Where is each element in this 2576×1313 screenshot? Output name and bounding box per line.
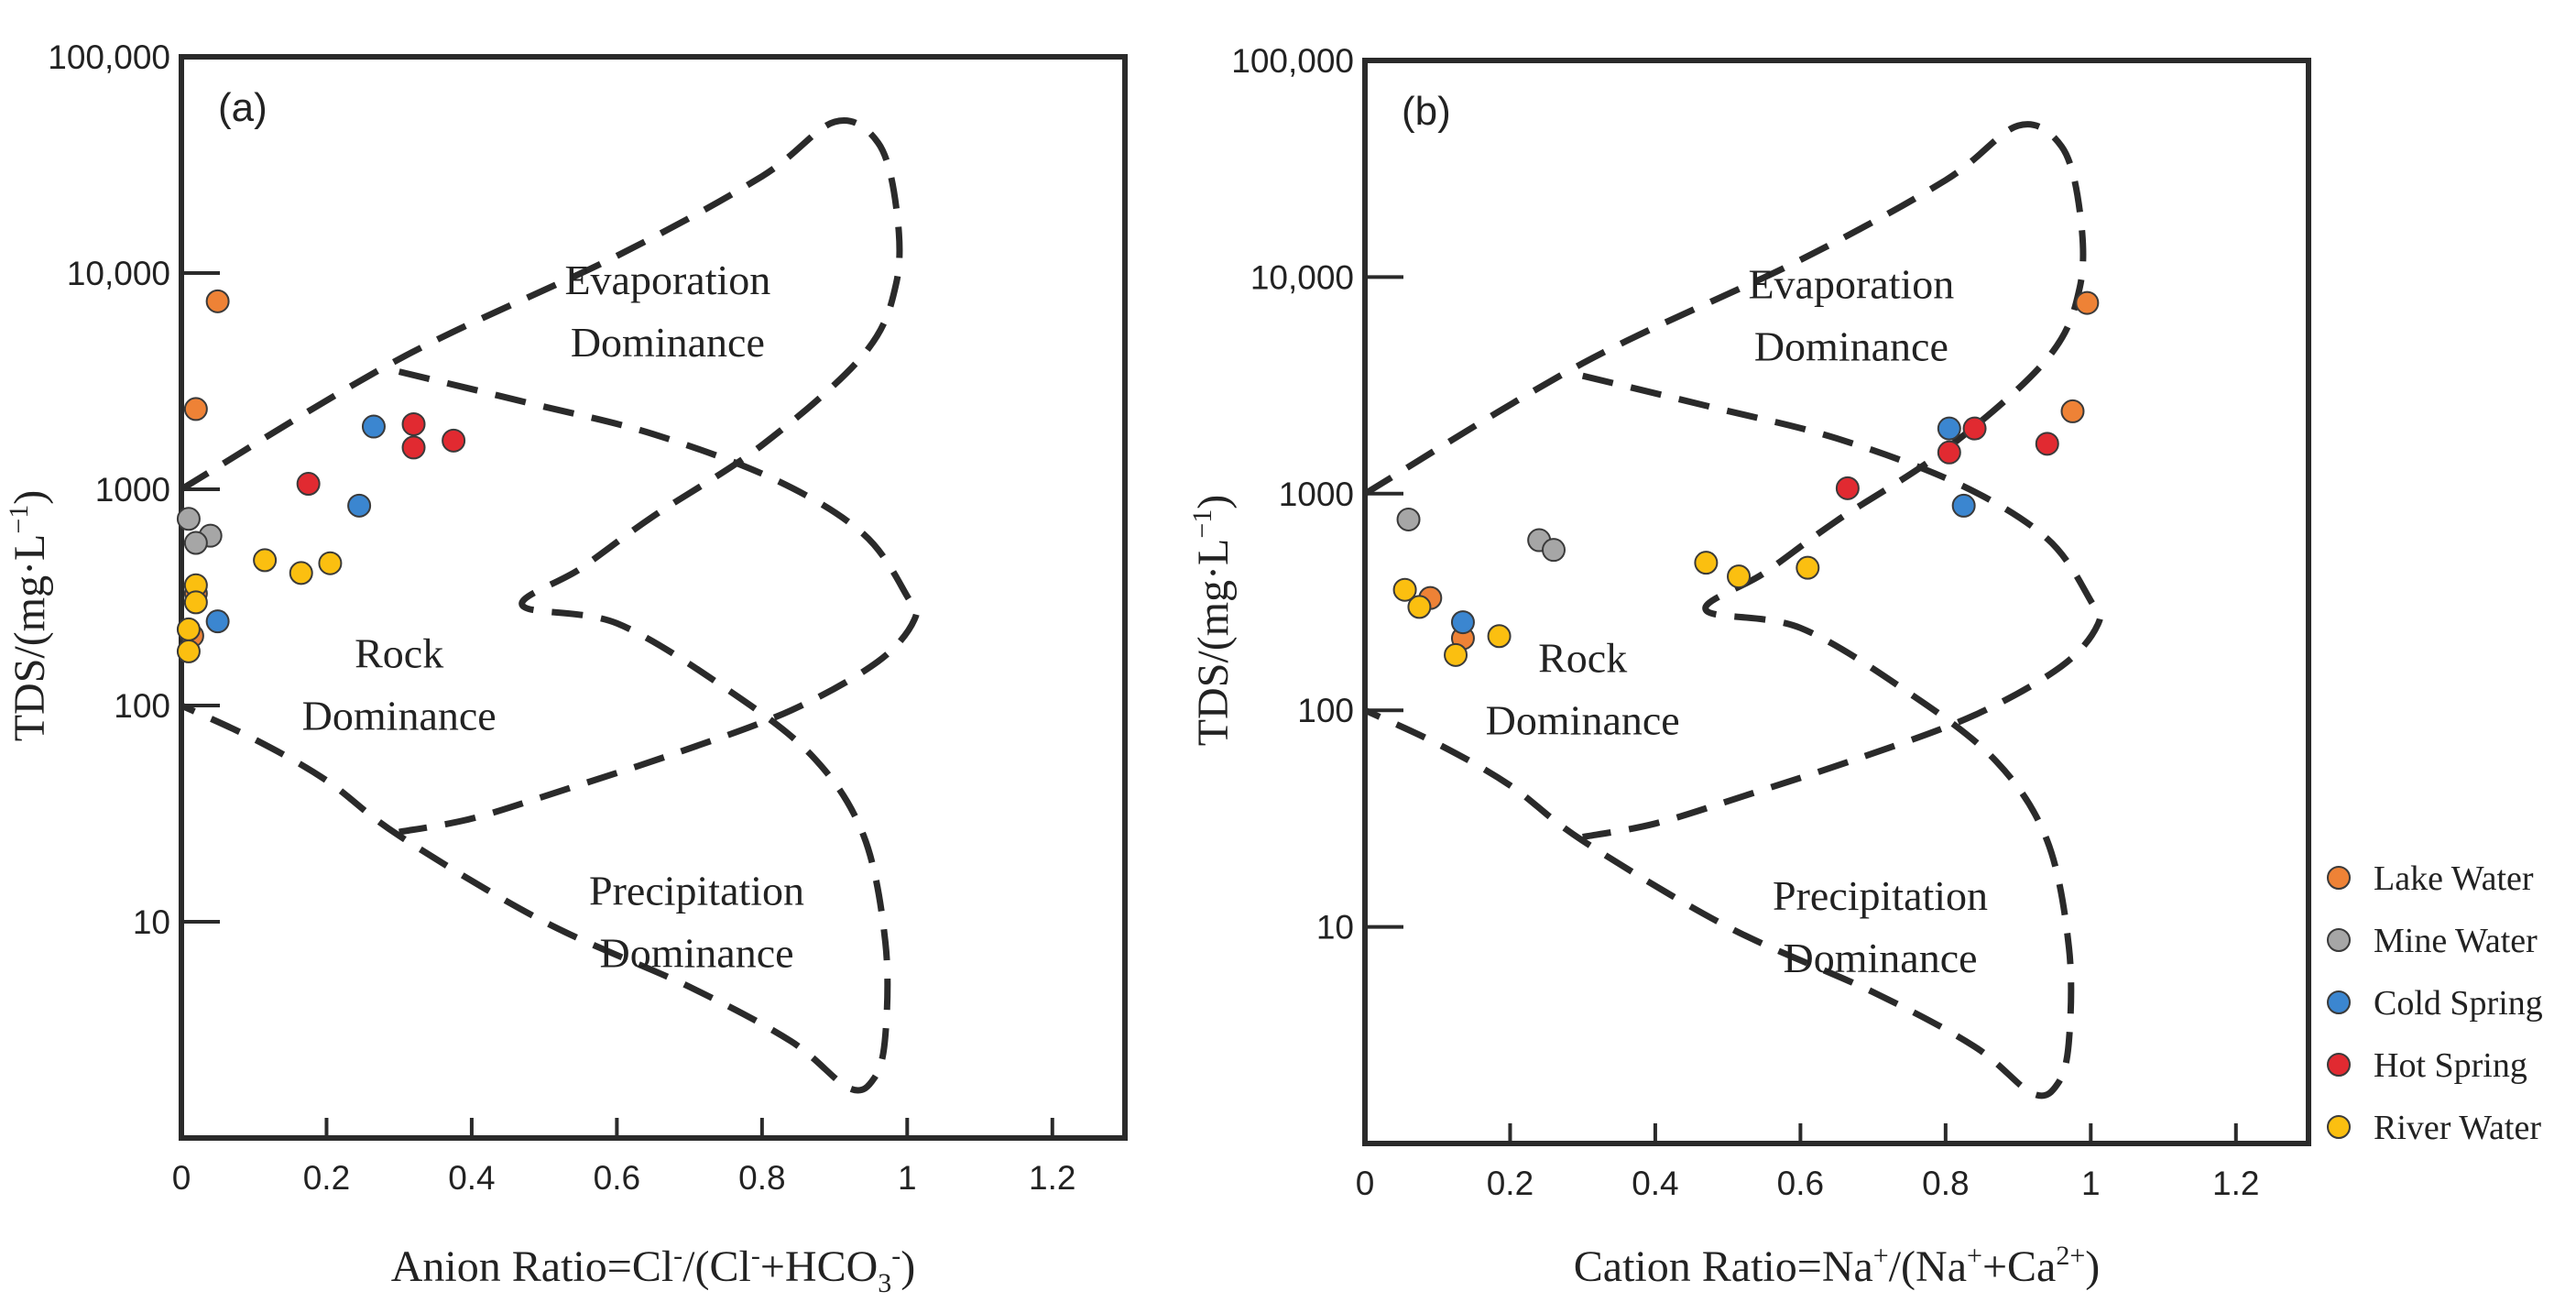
x-axis-title: Anion Ratio=Cl-/(Cl-+HCO3-) [391,1241,916,1298]
region-label-rock: Rock Dominance [302,629,497,739]
x-tick-label: 0.2 [1487,1165,1534,1202]
legend-item-lake-water: Lake Water [2327,859,2534,898]
gibbs-boundary-inner [398,368,921,836]
region-label-rock: Rock Dominance [1486,635,1680,744]
point-river-water [1796,555,1820,580]
y-axis-title: TDS/(mg·L−1) [4,490,54,742]
point-mine-water [183,531,208,555]
x-tick-label: 1 [898,1159,917,1197]
point-river-water [1407,595,1432,619]
point-river-water [176,617,201,641]
point-lake-water [2075,290,2100,315]
y-tick-label: 1000 [1279,476,1354,513]
y-tick-label: 100,000 [48,38,170,76]
point-hot-spring [401,435,426,460]
plot-frame [1362,58,2311,1146]
plot-frame [179,54,1128,1141]
y-tick-label: 100 [114,687,170,725]
legend-marker-cold-spring [2327,990,2351,1014]
point-mine-water [1542,538,1566,563]
point-hot-spring [442,428,466,453]
legend-label-lake-water: Lake Water [2374,859,2534,898]
x-tick-label: 0.8 [738,1159,785,1197]
point-cold-spring [1450,610,1475,635]
legend-marker-mine-water [2327,928,2351,952]
point-hot-spring [1937,440,1961,465]
region-label-evaporation: Evaporation Dominance [1748,260,1954,369]
legend-item-cold-spring: Cold Spring [2327,984,2543,1023]
point-river-water [1694,551,1719,575]
point-river-water [289,561,313,585]
x-tick-label: 0 [1356,1165,1375,1202]
x-tick-label: 0.4 [1632,1165,1678,1202]
point-cold-spring [361,414,386,439]
point-lake-water [2060,399,2085,423]
x-tick-label: 0.6 [1777,1165,1824,1202]
legend-marker-lake-water [2327,866,2351,890]
panel-b-cation-ratio-plot: 10 100 1000 10,000 100,000 0 0.2 0.4 0.6 0.8 1 1.2 E… [1187,42,2311,1291]
x-tick-label: 0.6 [594,1159,640,1197]
x-tick-label: 0.8 [1922,1165,1969,1202]
point-hot-spring [296,472,321,497]
point-river-water [1392,577,1417,602]
legend-marker-river-water [2327,1115,2351,1139]
point-river-water [1444,642,1468,667]
point-cold-spring [205,609,230,634]
region-label-precipitation: Precipitation Dominance [589,867,804,976]
legend-item-river-water: River Water [2327,1109,2541,1147]
y-tick-label: 10 [133,903,170,941]
y-tick-label: 10,000 [67,255,170,292]
x-axis-title: Cation Ratio=Na+/(Na++Ca2+) [1574,1241,2100,1291]
legend-label-hot-spring: Hot Spring [2374,1046,2527,1085]
point-mine-water [1396,507,1421,531]
point-cold-spring [347,493,372,518]
point-river-water [1487,624,1512,649]
point-mine-water [176,507,201,531]
point-river-water [253,548,278,573]
point-cold-spring [1951,493,1976,518]
y-axis-title: TDS/(mg·L−1) [1187,495,1238,747]
legend-item-mine-water: Mine Water [2327,922,2538,960]
point-river-water [318,551,343,575]
point-hot-spring [1962,416,1987,441]
region-label-precipitation: Precipitation Dominance [1773,872,1988,981]
panel-a-anion-ratio-plot: 10 100 1000 10,000 100,000 0 0.2 0.4 0.6 0.8 1 1.2 E… [4,38,1128,1298]
legend-label-river-water: River Water [2374,1109,2541,1147]
y-tick-label: 1000 [95,471,170,509]
panel-label: (b) [1402,89,1451,134]
panel-label: (a) [218,85,267,130]
x-tick-label: 0.4 [448,1159,495,1197]
gibbs-boundary-outer [180,117,903,1094]
x-tick-label: 1.2 [1029,1159,1075,1197]
region-label-evaporation: Evaporation Dominance [564,257,770,366]
point-lake-water [183,397,208,421]
legend-marker-hot-spring [2327,1053,2351,1077]
y-tick-label: 100 [1297,692,1354,729]
point-river-water [176,639,201,663]
legend-label-mine-water: Mine Water [2374,922,2538,960]
legend: Lake Water Mine Water Cold Spring Hot Sp… [2327,859,2543,1147]
x-tick-label: 1 [2081,1165,2101,1202]
point-lake-water [205,289,230,313]
point-river-water [183,590,208,615]
point-river-water [1727,564,1752,589]
point-hot-spring [401,411,426,436]
y-tick-label: 100,000 [1231,42,1354,80]
point-hot-spring [1835,476,1860,500]
legend-label-cold-spring: Cold Spring [2374,984,2543,1023]
x-tick-label: 1.2 [2212,1165,2259,1202]
point-hot-spring [2035,432,2059,456]
y-tick-label: 10 [1316,909,1354,946]
point-cold-spring [1937,416,1961,441]
legend-item-hot-spring: Hot Spring [2327,1046,2527,1085]
gibbs-boundary-outer [1363,121,2087,1100]
y-tick-label: 10,000 [1250,258,1354,296]
gibbs-boundary-inner [1581,372,2104,840]
x-tick-label: 0.2 [303,1159,350,1197]
x-tick-label: 0 [172,1159,191,1197]
